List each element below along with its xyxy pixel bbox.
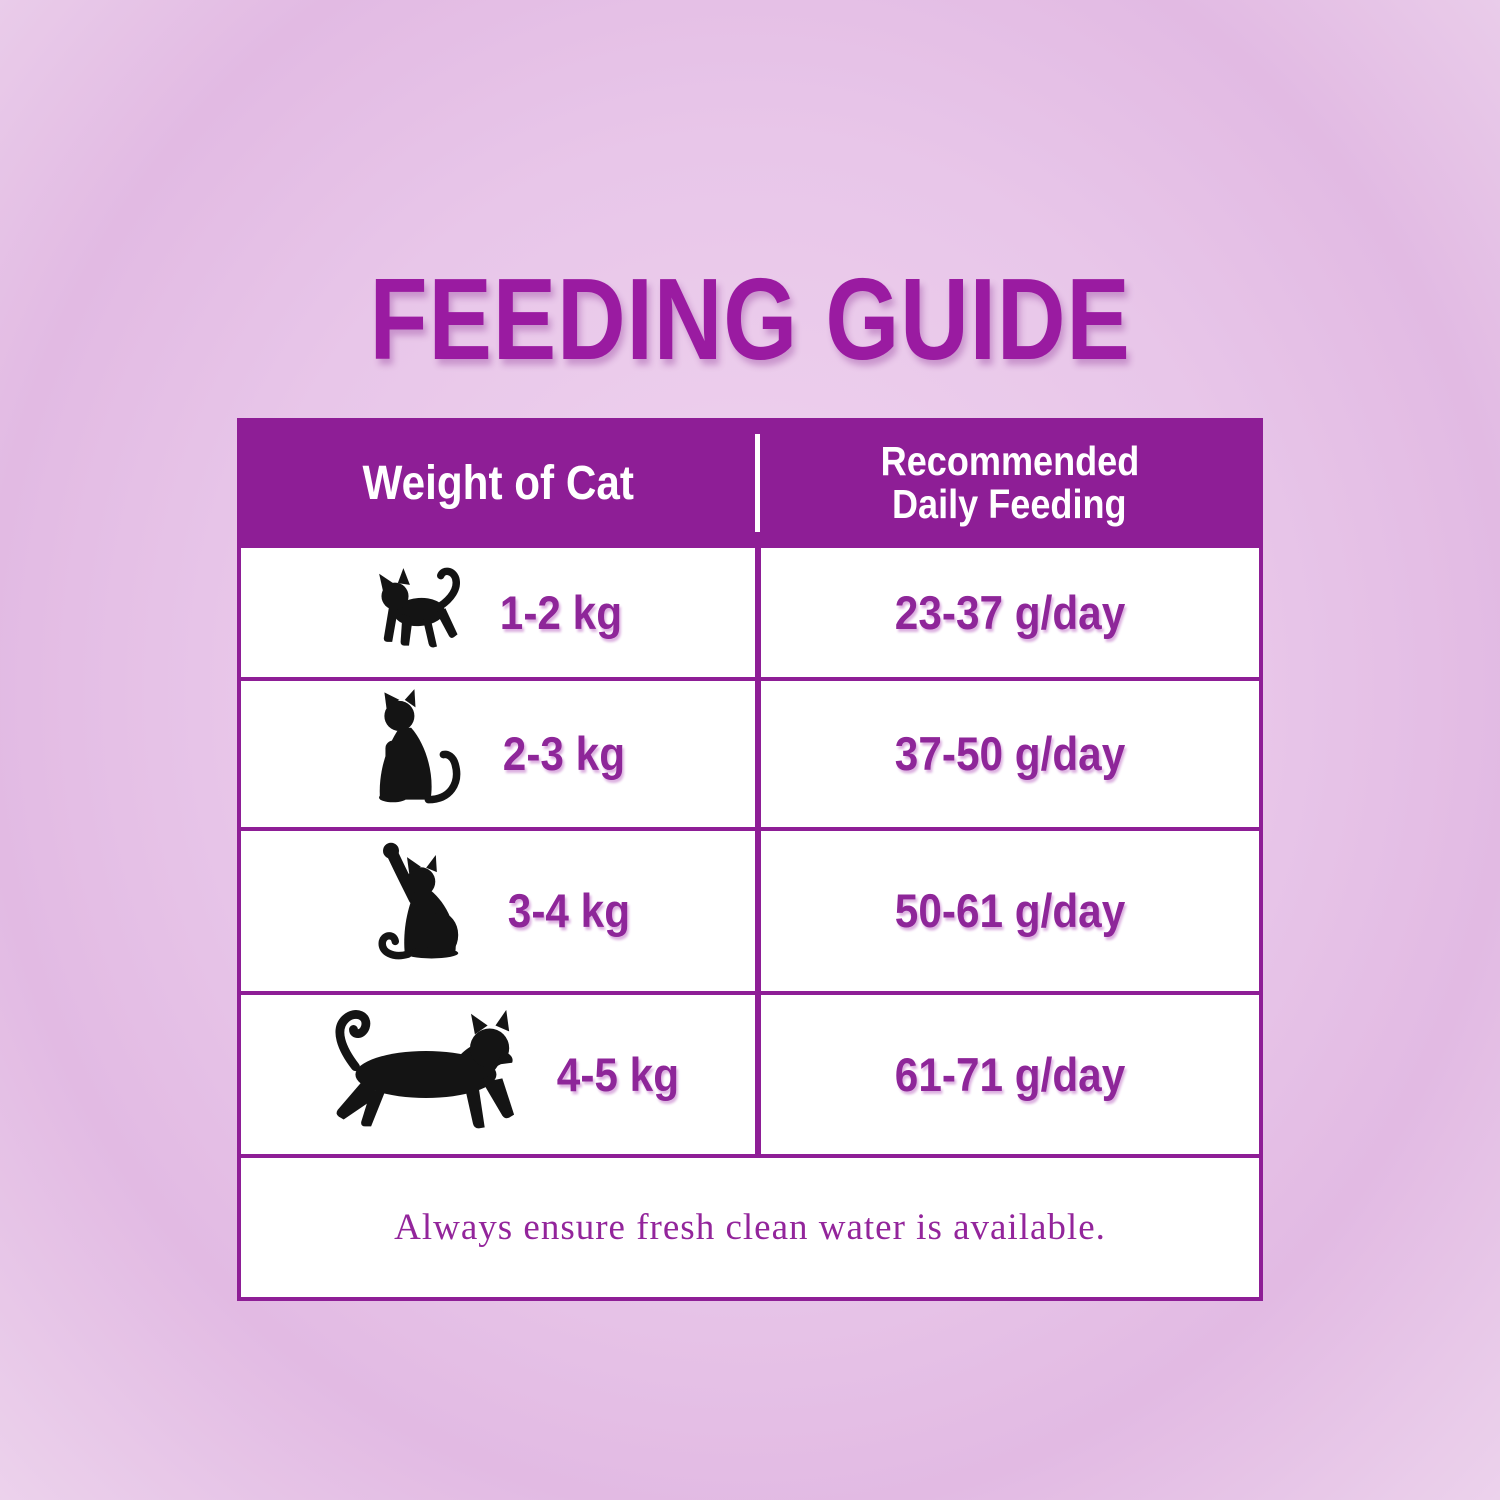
kitten-walking-icon xyxy=(367,556,479,668)
feeding-value: 37-50 g/day xyxy=(894,727,1126,781)
header-weight-of-cat: Weight of Cat xyxy=(241,422,755,544)
header-column-divider xyxy=(755,434,760,532)
feeding-cell-4: 61-71 g/day xyxy=(761,995,1259,1154)
cat-walking-icon xyxy=(310,1004,536,1146)
weight-value: 3-4 kg xyxy=(507,884,631,938)
header-feeding-label-line2: Daily Feeding xyxy=(892,481,1127,527)
cat-sitting-icon xyxy=(364,689,482,818)
weight-cell-4: 4-5 kg xyxy=(241,995,761,1154)
feeding-table: Weight of Cat Recommended Daily Feeding xyxy=(237,418,1263,1301)
weight-cell-2: 2-3 kg xyxy=(241,680,761,827)
header-recommended-feeding: Recommended Daily Feeding xyxy=(760,422,1259,544)
page-title-text: FEEDING GUIDE xyxy=(369,254,1131,384)
table-row: 1-2 kg 23-37 g/day xyxy=(241,544,1259,677)
table-header-row: Weight of Cat Recommended Daily Feeding xyxy=(241,422,1259,544)
weight-cell-3: 3-4 kg xyxy=(241,830,761,992)
cat-reaching-icon xyxy=(359,839,487,983)
weight-cell-1: 1-2 kg xyxy=(241,548,761,677)
feeding-cell-3: 50-61 g/day xyxy=(761,831,1259,992)
table-row: 3-4 kg 50-61 g/day xyxy=(241,826,1259,992)
feeding-cell-2: 37-50 g/day xyxy=(761,681,1259,827)
table-row: 2-3 kg 37-50 g/day xyxy=(241,676,1259,827)
feeding-value: 23-37 g/day xyxy=(894,585,1126,639)
table-row: 4-5 kg 61-71 g/day xyxy=(241,991,1259,1154)
header-feeding-label-line1: Recommended xyxy=(880,438,1139,485)
weight-value: 2-3 kg xyxy=(502,727,626,781)
header-weight-label: Weight of Cat xyxy=(362,456,634,510)
feeding-value: 61-71 g/day xyxy=(894,1048,1126,1102)
feeding-cell-1: 23-37 g/day xyxy=(761,548,1259,677)
water-note-text: Always ensure fresh clean water is avail… xyxy=(394,1207,1106,1248)
feeding-value: 50-61 g/day xyxy=(894,884,1126,938)
water-note-row: Always ensure fresh clean water is avail… xyxy=(241,1154,1259,1297)
weight-value: 1-2 kg xyxy=(499,585,623,639)
page-title: FEEDING GUIDE xyxy=(0,252,1500,386)
weight-value: 4-5 kg xyxy=(556,1048,680,1102)
